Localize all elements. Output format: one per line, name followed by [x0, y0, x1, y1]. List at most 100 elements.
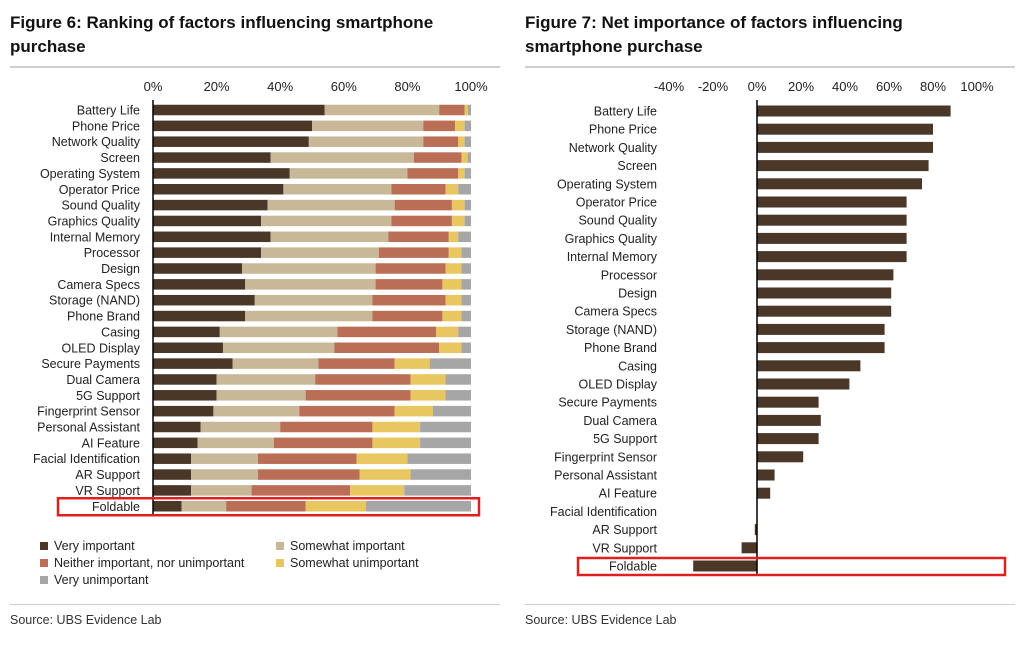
bar	[757, 232, 907, 244]
bar-segment-somewhat-unimportant	[451, 199, 465, 211]
bar-segment-somewhat-unimportant	[445, 263, 462, 274]
bar-segment-somewhat-important	[216, 390, 306, 401]
bar-segment-somewhat-important	[261, 215, 392, 227]
bar-segment-somewhat-important	[267, 199, 395, 211]
bar-segment-somewhat-important	[216, 374, 316, 385]
bar	[757, 433, 819, 445]
bar-segment-very-unimportant	[458, 184, 471, 195]
bar-segment-very-important	[153, 231, 271, 243]
legend-label: Somewhat unimportant	[290, 556, 419, 570]
legend-item-somewhat-unimportant: Somewhat unimportant	[276, 556, 419, 570]
bar	[757, 323, 885, 335]
bar-segment-very-unimportant	[461, 263, 471, 274]
category-label-storage-nand: Storage (NAND)	[566, 323, 657, 337]
bar-segment-very-unimportant	[458, 231, 471, 243]
bar-segment-neither-important-nor-unimportant	[226, 501, 306, 512]
bar-segment-somewhat-important	[254, 294, 373, 306]
category-label-vr-support: VR Support	[592, 541, 657, 555]
category-label-operating-system: Operating System	[40, 167, 140, 181]
bar	[754, 524, 757, 536]
bar-segment-neither-important-nor-unimportant	[257, 469, 360, 480]
bar-segment-very-unimportant	[461, 294, 471, 306]
bar-segment-very-important	[153, 342, 223, 353]
bar-segment-very-unimportant	[432, 405, 471, 417]
category-label-design: Design	[101, 262, 140, 276]
bar-segment-neither-important-nor-unimportant	[378, 247, 449, 258]
bar-segment-somewhat-unimportant	[410, 390, 446, 401]
bar-segment-very-important	[153, 453, 192, 464]
bar-segment-neither-important-nor-unimportant	[375, 279, 443, 290]
legend-label: Somewhat important	[290, 539, 405, 553]
bar-segment-somewhat-important	[261, 247, 379, 258]
bar-segment-somewhat-unimportant	[442, 279, 462, 290]
x-tick-label: 20%	[204, 79, 230, 94]
bar-segment-very-important	[153, 199, 268, 211]
legend-item-somewhat-important: Somewhat important	[276, 539, 405, 553]
bar-segment-neither-important-nor-unimportant	[394, 199, 452, 211]
bar-segment-neither-important-nor-unimportant	[407, 168, 459, 179]
bar	[757, 469, 775, 481]
category-label-operator-price: Operator Price	[59, 183, 140, 197]
bar-segment-very-unimportant	[420, 421, 471, 433]
bar-segment-very-important	[153, 405, 214, 417]
bar-segment-somewhat-important	[200, 421, 281, 433]
bar-segment-somewhat-unimportant	[436, 326, 459, 338]
bar-segment-somewhat-important	[191, 469, 258, 480]
bar-segment-neither-important-nor-unimportant	[334, 342, 440, 353]
category-label-fingerprint-sensor: Fingerprint Sensor	[554, 450, 657, 464]
category-label-casing: Casing	[618, 359, 657, 373]
bar-segment-neither-important-nor-unimportant	[257, 453, 357, 464]
legend-label: Very important	[54, 539, 135, 553]
bar-segment-somewhat-important	[245, 310, 373, 322]
bar	[741, 542, 757, 554]
category-label-dual-camera: Dual Camera	[66, 373, 140, 387]
legend-item-neither: Neither important, nor unimportant	[40, 556, 244, 570]
x-tick-label: 40%	[267, 79, 293, 94]
bar-segment-very-unimportant	[467, 152, 471, 163]
bar-segment-very-important	[153, 120, 312, 132]
bar-segment-somewhat-unimportant	[448, 231, 459, 243]
bar-segment-very-important	[153, 310, 246, 322]
bar-segment-very-unimportant	[429, 358, 471, 369]
legend-item-very-unimportant: Very unimportant	[40, 573, 149, 587]
bar-segment-very-unimportant	[467, 104, 471, 116]
bar-segment-somewhat-unimportant	[458, 136, 465, 147]
bar-segment-somewhat-important	[222, 342, 335, 353]
category-label-phone-price: Phone Price	[72, 119, 140, 133]
bar-segment-very-unimportant	[464, 120, 471, 132]
bar	[757, 287, 892, 299]
bar-segment-very-important	[153, 326, 220, 338]
x-tick-label: 0%	[748, 79, 767, 94]
bar-segment-neither-important-nor-unimportant	[391, 184, 446, 195]
bar-segment-very-important	[153, 247, 262, 258]
bar-segment-neither-important-nor-unimportant	[318, 358, 395, 369]
bar	[757, 269, 894, 281]
bar-segment-somewhat-unimportant	[372, 421, 421, 433]
bar-segment-very-unimportant	[461, 279, 471, 290]
x-tick-label: 80%	[920, 79, 946, 94]
bar-segment-very-unimportant	[464, 199, 471, 211]
bar-segment-neither-important-nor-unimportant	[413, 152, 462, 163]
category-label-network-quality: Network Quality	[52, 135, 141, 149]
legend-swatch	[276, 558, 284, 567]
bar-segment-very-important	[153, 469, 192, 480]
x-tick-label: 100%	[960, 79, 994, 94]
bar-segment-somewhat-unimportant	[359, 469, 411, 480]
legend-swatch	[40, 541, 48, 550]
bar-segment-somewhat-important	[242, 263, 376, 274]
bar-segment-very-important	[153, 390, 217, 401]
x-tick-label: -20%	[698, 79, 729, 94]
bar-segment-somewhat-unimportant	[372, 437, 421, 449]
bar-segment-very-unimportant	[461, 247, 471, 258]
figure6-title-line2: purchase	[10, 37, 86, 56]
bar-segment-very-unimportant	[410, 469, 471, 480]
figure7-top-rule	[525, 66, 1015, 68]
bar-segment-neither-important-nor-unimportant	[305, 390, 411, 401]
category-label-ar-support: AR Support	[592, 523, 657, 537]
bar-segment-somewhat-important	[191, 485, 252, 496]
bar	[757, 214, 907, 226]
category-label-vr-support: VR Support	[75, 484, 140, 498]
category-label-foldable: Foldable	[609, 560, 657, 574]
bar-segment-neither-important-nor-unimportant	[337, 326, 437, 338]
